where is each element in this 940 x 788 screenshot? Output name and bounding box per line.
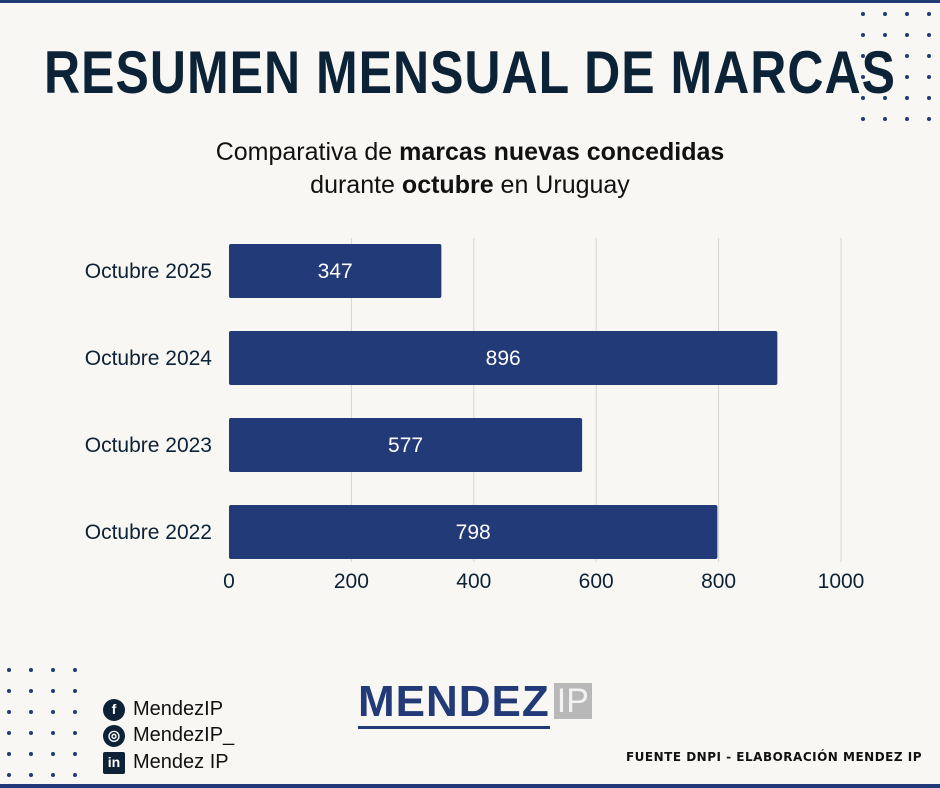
subtitle-bold: octubre	[401, 171, 494, 199]
decor-dot	[905, 12, 909, 16]
decor-dot	[73, 668, 77, 672]
decor-dot	[73, 710, 77, 714]
decor-dot	[51, 731, 55, 735]
social-instagram[interactable]: ◎ MendezIP_	[103, 724, 234, 747]
facebook-icon: f	[103, 698, 125, 721]
decor-dot	[927, 54, 931, 58]
bar-chart: 0 200 400 600 800 1000 347 Octubre 2025 896 Octub…	[85, 238, 865, 593]
decor-dot	[927, 96, 931, 100]
x-tick-label: 600	[579, 570, 614, 593]
decor-dot	[883, 96, 887, 100]
subtitle: Comparativa de marcas nuevas concedidas …	[0, 136, 940, 202]
decor-dot	[861, 12, 865, 16]
subtitle-text: durante	[310, 171, 402, 199]
decor-dot	[7, 689, 11, 693]
decor-dot	[29, 710, 33, 714]
decor-dot	[905, 75, 909, 79]
decor-dot	[29, 689, 33, 693]
y-category-label: Octubre 2024	[85, 347, 213, 370]
data-label: 798	[456, 521, 491, 544]
x-tick-label: 400	[456, 570, 491, 593]
decor-dot	[7, 731, 11, 735]
x-tick-label: 200	[334, 570, 369, 593]
x-tick-label: 800	[701, 570, 736, 593]
decor-dot	[883, 54, 887, 58]
decor-dot	[883, 75, 887, 79]
decor-dot	[73, 689, 77, 693]
decor-dot	[927, 12, 931, 16]
decor-dot	[927, 117, 931, 121]
decor-dot	[883, 117, 887, 121]
decor-dot	[905, 54, 909, 58]
decor-dot	[29, 668, 33, 672]
top-border	[0, 0, 940, 3]
decor-dot	[861, 54, 865, 58]
social-facebook[interactable]: f MendezIP	[103, 698, 223, 721]
instagram-icon: ◎	[103, 724, 125, 747]
decor-dot	[29, 731, 33, 735]
decor-dot	[883, 12, 887, 16]
decor-dot	[7, 752, 11, 756]
decor-dot	[51, 689, 55, 693]
bottom-border	[0, 784, 940, 788]
bar	[229, 331, 778, 385]
page-title: RESUMEN MENSUAL DE MARCAS	[44, 39, 896, 107]
subtitle-text: en Uruguay	[493, 171, 630, 199]
bar	[229, 418, 583, 472]
decor-dot	[73, 752, 77, 756]
decor-dot	[51, 752, 55, 756]
y-category-label: Octubre 2022	[85, 521, 212, 544]
linkedin-icon: in	[103, 751, 125, 774]
decor-dot	[51, 668, 55, 672]
decor-dot	[73, 731, 77, 735]
social-label: MendezIP_	[133, 724, 235, 746]
decor-dot	[905, 96, 909, 100]
data-label: 347	[318, 260, 353, 283]
decor-dot	[861, 33, 865, 37]
decor-dot	[861, 117, 865, 121]
decor-dot	[7, 710, 11, 714]
source-note: FUENTE DNPI - ELABORACIÓN MENDEZ IP	[625, 750, 922, 764]
decor-dot	[7, 668, 11, 672]
decor-dot	[927, 33, 931, 37]
logo-suffix: IP	[553, 683, 592, 719]
decor-dot	[51, 773, 55, 777]
decor-dot	[29, 773, 33, 777]
decor-dot	[905, 33, 909, 37]
social-label: Mendez IP	[133, 751, 229, 773]
y-category-label: Octubre 2023	[85, 434, 212, 457]
data-label: 896	[486, 347, 521, 370]
decor-dot	[51, 710, 55, 714]
mendez-ip-logo: MENDEZ IP	[358, 680, 592, 729]
decor-dot	[7, 773, 11, 777]
data-label: 577	[388, 434, 423, 457]
decor-dot	[927, 75, 931, 79]
y-category-label: Octubre 2025	[85, 260, 212, 283]
bar	[229, 505, 718, 559]
bar	[229, 244, 442, 298]
decor-dot	[73, 773, 77, 777]
logo-text: MENDEZ	[358, 680, 550, 729]
social-linkedin[interactable]: in Mendez IP	[103, 751, 229, 774]
decor-dot	[29, 752, 33, 756]
decor-dot	[905, 117, 909, 121]
x-tick-label: 0	[223, 570, 235, 593]
decor-dot	[861, 96, 865, 100]
subtitle-text: Comparativa de	[215, 138, 400, 166]
subtitle-bold: marcas nuevas concedidas	[399, 138, 725, 166]
decor-dot	[861, 75, 865, 79]
decor-dot	[883, 33, 887, 37]
social-label: MendezIP	[133, 698, 224, 720]
x-tick-label: 1000	[818, 570, 865, 593]
